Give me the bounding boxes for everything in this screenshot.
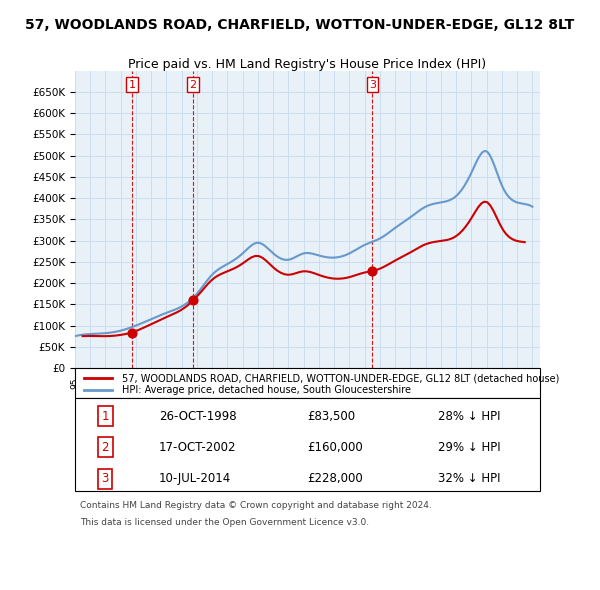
Text: 57, WOODLANDS ROAD, CHARFIELD, WOTTON-UNDER-EDGE, GL12 8LT: 57, WOODLANDS ROAD, CHARFIELD, WOTTON-UN… — [25, 18, 575, 32]
Text: 26-OCT-1998: 26-OCT-1998 — [158, 410, 236, 423]
Point — [367, 267, 377, 276]
Text: HPI: Average price, detached house, South Gloucestershire: HPI: Average price, detached house, Sout… — [121, 385, 410, 395]
Text: 28% ↓ HPI: 28% ↓ HPI — [438, 410, 500, 423]
Text: £83,500: £83,500 — [308, 410, 356, 423]
Point — [188, 296, 198, 305]
Text: 1: 1 — [128, 80, 136, 90]
Text: 3: 3 — [101, 473, 109, 486]
Text: 10-JUL-2014: 10-JUL-2014 — [158, 473, 231, 486]
Title: Price paid vs. HM Land Registry's House Price Index (HPI): Price paid vs. HM Land Registry's House … — [128, 58, 487, 71]
FancyBboxPatch shape — [75, 398, 540, 491]
Text: 32% ↓ HPI: 32% ↓ HPI — [438, 473, 500, 486]
Text: This data is licensed under the Open Government Licence v3.0.: This data is licensed under the Open Gov… — [80, 518, 369, 527]
Text: 29% ↓ HPI: 29% ↓ HPI — [438, 441, 500, 454]
Text: 2: 2 — [190, 80, 197, 90]
Point — [127, 328, 137, 337]
Text: 3: 3 — [369, 80, 376, 90]
FancyBboxPatch shape — [75, 368, 540, 398]
Text: 17-OCT-2002: 17-OCT-2002 — [158, 441, 236, 454]
Text: 1: 1 — [101, 410, 109, 423]
Text: 57, WOODLANDS ROAD, CHARFIELD, WOTTON-UNDER-EDGE, GL12 8LT (detached house): 57, WOODLANDS ROAD, CHARFIELD, WOTTON-UN… — [121, 373, 559, 384]
Text: £160,000: £160,000 — [308, 441, 363, 454]
Text: £228,000: £228,000 — [308, 473, 363, 486]
Text: Contains HM Land Registry data © Crown copyright and database right 2024.: Contains HM Land Registry data © Crown c… — [80, 502, 431, 510]
Text: 2: 2 — [101, 441, 109, 454]
